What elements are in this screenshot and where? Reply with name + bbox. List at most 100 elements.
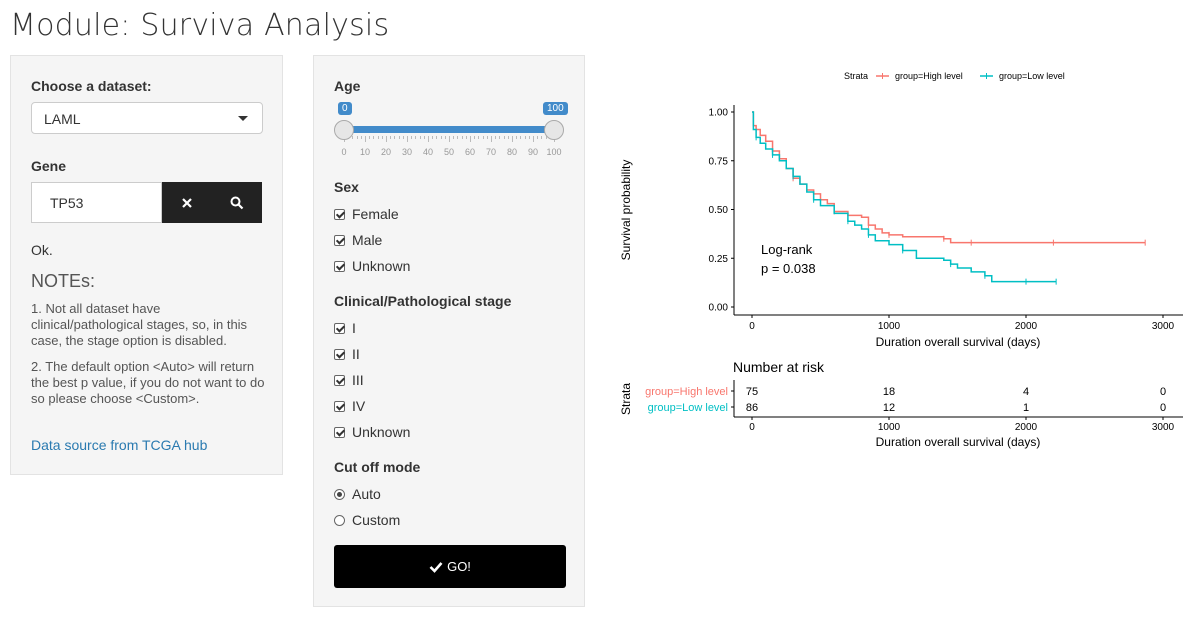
clear-gene-button[interactable]	[162, 182, 212, 223]
filter-panel: Age 0 100 Sex Female Male Unknown Clinic…	[313, 55, 585, 607]
dataset-select[interactable]: LAML	[31, 102, 263, 134]
age-tick-label: 80	[507, 147, 518, 157]
slider-tick	[545, 136, 547, 139]
logrank-label: Log-rank	[761, 242, 813, 257]
slider-tick	[470, 136, 471, 142]
y-tick-label: 0.75	[709, 156, 729, 167]
status-text: Ok.	[31, 242, 53, 258]
sex-option-female[interactable]: Female	[334, 206, 399, 222]
x-tick-label: 0	[749, 321, 755, 332]
risk-count: 75	[746, 386, 758, 398]
survival-chart: Strata group=High level group=Low level 0.…	[619, 71, 1183, 449]
legend-entry: group=Low level	[999, 71, 1065, 81]
search-gene-button[interactable]	[212, 182, 262, 223]
slider-tick	[356, 136, 358, 139]
slider-tick	[520, 136, 522, 139]
data-source-link[interactable]: Data source from TCGA hub	[31, 437, 208, 453]
checkbox[interactable]	[334, 322, 345, 334]
y-tick-label: 1.00	[709, 108, 729, 119]
sex-label: Sex	[334, 179, 359, 195]
slider-tick	[386, 136, 387, 142]
slider-tick	[432, 136, 434, 139]
slider-tick	[365, 136, 366, 142]
x-tick-label: 2000	[1015, 321, 1038, 332]
risk-count: 0	[1160, 386, 1166, 398]
slider-tick	[537, 136, 539, 139]
risk-table-title: Number at risk	[733, 359, 825, 375]
slider-tick	[486, 136, 488, 139]
age-tick-label: 60	[465, 147, 476, 157]
slider-tick	[411, 136, 413, 139]
sex-option-unknown[interactable]: Unknown	[334, 258, 410, 274]
slider-tick	[428, 136, 429, 142]
slider-tick	[495, 136, 497, 139]
stage-option-iv[interactable]: IV	[334, 398, 365, 414]
slider-tick	[491, 136, 492, 142]
dataset-select-value: LAML	[44, 111, 81, 127]
chevron-down-icon	[238, 116, 248, 121]
x-tick-label: 3000	[1152, 321, 1175, 332]
stage-option-ii[interactable]: II	[334, 346, 360, 362]
sex-option-male[interactable]: Male	[334, 232, 382, 248]
slider-tick	[449, 136, 450, 142]
slider-tick	[407, 136, 408, 142]
risk-count: 4	[1023, 386, 1029, 398]
risk-x-tick-label: 1000	[878, 422, 901, 433]
cutoff-option-auto[interactable]: Auto	[334, 486, 381, 502]
checkbox[interactable]	[334, 234, 345, 246]
age-tick-label: 20	[381, 147, 392, 157]
slider-tick	[436, 136, 438, 139]
age-tick-label: 40	[423, 147, 434, 157]
slider-tick	[423, 136, 425, 139]
stage-option-unknown[interactable]: Unknown	[334, 424, 410, 440]
age-max-handle[interactable]	[544, 120, 564, 140]
age-tick-label: 90	[528, 147, 539, 157]
checkbox[interactable]	[334, 426, 345, 438]
page-title: Module: Surviva Analysis	[10, 8, 390, 43]
age-tick-label: 100	[546, 147, 562, 157]
checkbox[interactable]	[334, 374, 345, 386]
slider-tick	[373, 136, 375, 139]
slider-tick	[369, 136, 371, 139]
risk-row-label: group=High level	[645, 386, 728, 398]
y-tick-label: 0.00	[709, 303, 729, 314]
cutoff-option-custom[interactable]: Custom	[334, 512, 400, 528]
legend-title: Strata	[844, 71, 868, 81]
checkbox[interactable]	[334, 348, 345, 360]
note-1: 1. Not all dataset have clinical/patholo…	[31, 301, 248, 348]
slider-tick	[541, 136, 543, 139]
slider-tick	[394, 136, 396, 139]
slider-tick	[453, 136, 455, 139]
slider-tick	[474, 136, 476, 139]
check-icon	[429, 561, 443, 573]
age-min-handle[interactable]	[334, 120, 354, 140]
slider-tick	[402, 136, 404, 139]
stage-option-iii[interactable]: III	[334, 372, 364, 388]
radio[interactable]	[334, 488, 345, 500]
slider-tick	[360, 136, 362, 139]
slider-tick	[512, 136, 513, 142]
slider-tick	[457, 136, 459, 139]
slider-tick	[390, 136, 392, 139]
slider-tick	[482, 136, 484, 139]
stage-option-i[interactable]: I	[334, 320, 356, 336]
age-slider-track[interactable]	[344, 126, 554, 133]
gene-input[interactable]: TP53	[31, 182, 162, 223]
dataset-label: Choose a dataset:	[31, 78, 152, 94]
slider-tick	[478, 136, 480, 139]
slider-tick	[377, 136, 379, 139]
slider-tick	[461, 136, 463, 139]
checkbox[interactable]	[334, 208, 345, 220]
checkbox[interactable]	[334, 260, 345, 272]
slider-tick	[516, 136, 518, 139]
age-min-badge: 0	[338, 102, 352, 115]
slider-tick	[528, 136, 530, 139]
radio[interactable]	[334, 514, 345, 526]
stage-label: Clinical/Pathological stage	[334, 293, 512, 309]
risk-x-tick-label: 2000	[1015, 422, 1038, 433]
go-button[interactable]: GO!	[334, 545, 566, 588]
checkbox[interactable]	[334, 400, 345, 412]
risk-x-tick-label: 0	[749, 422, 755, 433]
risk-count: 1	[1023, 402, 1029, 414]
risk-count: 12	[883, 402, 895, 414]
